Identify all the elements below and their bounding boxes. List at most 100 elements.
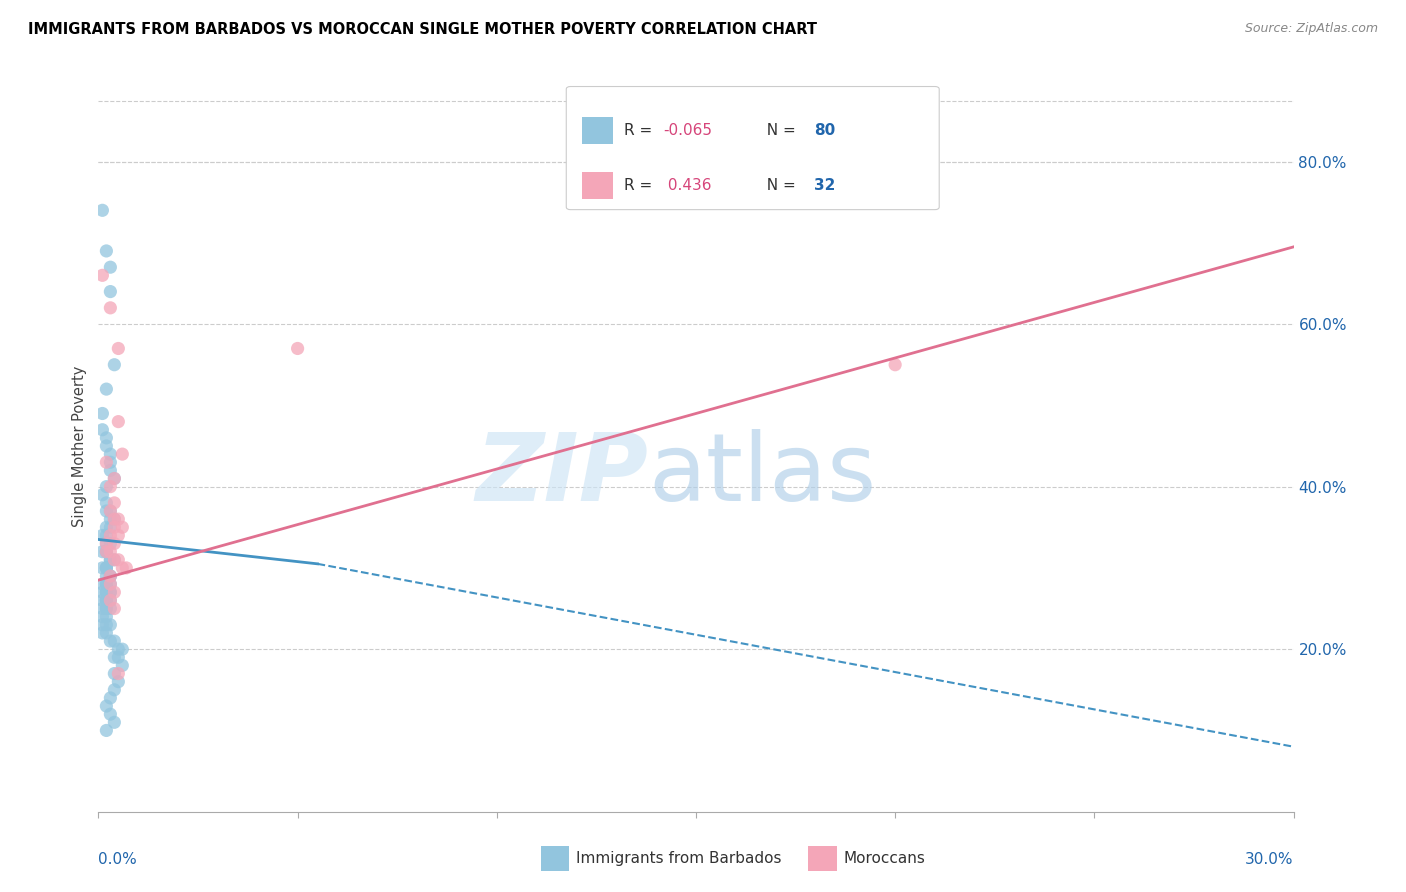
Point (96, 382, 118, 396)
Point (98, 585, 122, 599)
Point (96, 480, 118, 494)
Point (103, 634, 125, 648)
Point (98, 504, 122, 518)
Point (98, 301, 122, 315)
Point (98, 463, 122, 477)
Point (98, 569, 122, 583)
Point (103, 601, 125, 615)
Point (107, 674, 129, 689)
Point (96, 577, 118, 591)
Point (111, 642, 134, 657)
Point (98, 569, 122, 583)
Point (107, 553, 129, 567)
Point (98, 617, 122, 632)
Point (96, 244, 118, 258)
Point (91, 601, 114, 615)
Point (96, 455, 118, 469)
Point (103, 682, 125, 697)
Point (103, 536, 125, 550)
Point (96, 723, 118, 738)
Point (98, 690, 122, 705)
Text: Immigrants from Barbados: Immigrants from Barbados (576, 851, 782, 865)
Text: R =: R = (624, 178, 657, 194)
Point (91, 626, 114, 640)
Point (91, 593, 114, 607)
Point (103, 666, 125, 681)
Point (103, 650, 125, 665)
Point (96, 544, 118, 558)
Point (98, 585, 122, 599)
Point (91, 609, 114, 624)
Point (107, 666, 129, 681)
Point (98, 480, 122, 494)
Point (98, 593, 122, 607)
Point (103, 471, 125, 485)
Point (91, 544, 114, 558)
Point (111, 658, 134, 673)
Point (98, 577, 122, 591)
Point (96, 439, 118, 453)
Point (96, 593, 118, 607)
Point (96, 617, 118, 632)
Point (107, 650, 129, 665)
Point (98, 504, 122, 518)
Point (98, 553, 122, 567)
Point (98, 553, 122, 567)
Point (111, 561, 134, 575)
Point (96, 544, 118, 558)
Point (107, 512, 129, 526)
Point (96, 528, 118, 542)
Point (98, 634, 122, 648)
Point (107, 528, 129, 542)
Text: Moroccans: Moroccans (844, 851, 925, 865)
Text: N =: N = (758, 178, 801, 194)
Point (91, 488, 114, 502)
Point (91, 561, 114, 575)
Point (98, 593, 122, 607)
Point (96, 504, 118, 518)
Point (96, 561, 118, 575)
Point (96, 593, 118, 607)
Text: 32: 32 (814, 178, 835, 194)
Point (103, 471, 125, 485)
Point (107, 415, 129, 429)
Point (96, 520, 118, 534)
Point (96, 496, 118, 510)
Point (884, 358, 907, 372)
Point (96, 593, 118, 607)
Point (91, 617, 114, 632)
Point (96, 431, 118, 445)
Point (103, 496, 125, 510)
Point (111, 520, 134, 534)
Point (96, 699, 118, 714)
Point (103, 512, 125, 526)
Point (91, 423, 114, 437)
Point (98, 544, 122, 558)
Point (96, 561, 118, 575)
Point (287, 342, 309, 356)
Point (98, 707, 122, 722)
Text: Source: ZipAtlas.com: Source: ZipAtlas.com (1244, 22, 1378, 36)
Point (91, 407, 114, 421)
Point (96, 536, 118, 550)
Point (115, 561, 138, 575)
Point (98, 536, 122, 550)
Point (103, 553, 125, 567)
Text: -0.065: -0.065 (664, 123, 713, 138)
Text: 80: 80 (814, 123, 835, 138)
Point (103, 358, 125, 372)
Point (96, 601, 118, 615)
Point (91, 203, 114, 218)
Point (96, 585, 118, 599)
Point (91, 577, 114, 591)
Point (103, 715, 125, 730)
Text: N =: N = (758, 123, 801, 138)
Point (96, 561, 118, 575)
Point (98, 577, 122, 591)
Point (103, 553, 125, 567)
Text: atlas: atlas (648, 429, 876, 521)
Point (107, 642, 129, 657)
Point (98, 528, 122, 542)
Point (91, 268, 114, 283)
Point (96, 569, 118, 583)
